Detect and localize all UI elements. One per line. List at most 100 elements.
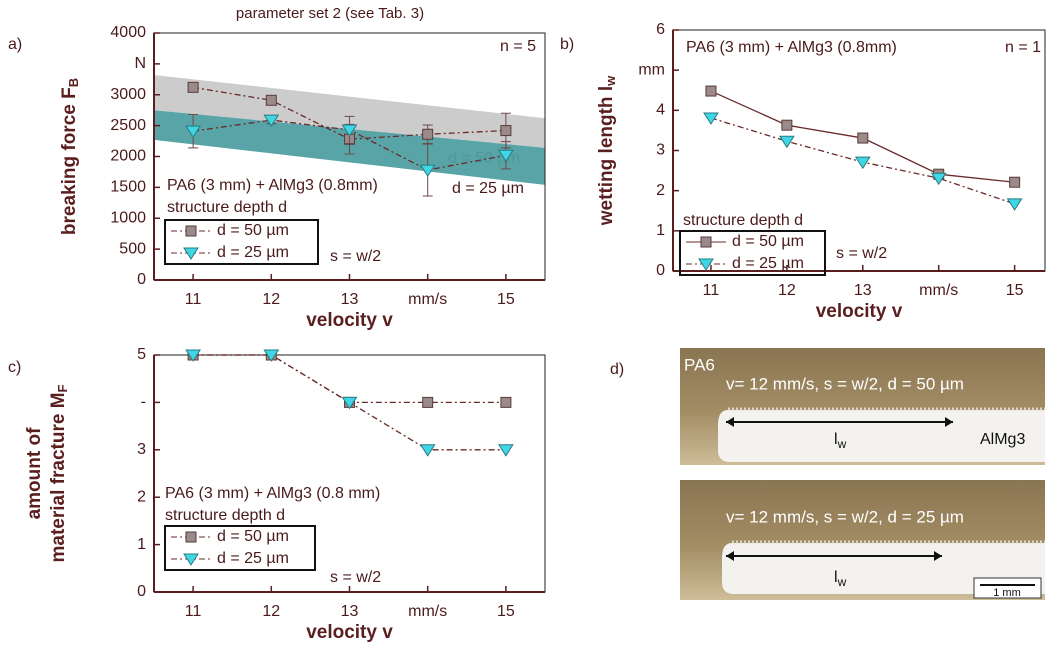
annotation: s = w/2 — [330, 248, 381, 265]
length-label: lw — [834, 569, 847, 589]
y-axis-label-sub: B — [66, 78, 81, 87]
marker — [187, 81, 199, 93]
y-axis-label: breaking force FB — [59, 78, 81, 235]
marker — [263, 349, 280, 362]
y-tick-label: 1 — [656, 222, 665, 239]
y-axis-label-sub: w — [603, 75, 618, 87]
x-tick-label: 13 — [341, 603, 359, 620]
x-tick-label: 15 — [497, 603, 515, 620]
x-tick-label: 15 — [1006, 282, 1024, 299]
legend-label: d = 25 µm — [217, 244, 289, 261]
annotation: structure depth d — [165, 507, 285, 524]
x-axis-label: velocity v — [306, 310, 393, 331]
annotation: n = 1 — [1005, 39, 1041, 56]
legend-label: d = 50 µm — [732, 233, 804, 250]
marker — [265, 94, 277, 106]
marker — [263, 114, 280, 127]
metal-label: AlMg3 — [980, 431, 1025, 448]
y-tick-label: 4 — [656, 102, 665, 119]
x-tick-label: mm/s — [408, 603, 447, 620]
y-axis-label: wetting length lw — [596, 75, 618, 226]
y-tick-label: 5 — [137, 346, 146, 363]
marker — [422, 396, 434, 408]
scale-label: 1 mm — [993, 587, 1021, 599]
marker — [341, 396, 358, 410]
marker — [185, 349, 202, 362]
caption: v= 12 mm/s, s = w/2, d = 50 µm — [726, 374, 964, 393]
legend-label: d = 25 µm — [217, 550, 289, 567]
y-tick-label: 2500 — [110, 117, 146, 134]
series-line — [193, 354, 506, 404]
y-tick-label: N — [134, 55, 146, 72]
x-tick-label: 12 — [262, 603, 280, 620]
x-tick-label: 12 — [778, 282, 796, 299]
marker — [700, 236, 712, 248]
y-axis-label-sub: F — [55, 384, 70, 392]
micrograph-bottom: v= 12 mm/s, s = w/2, d = 25 µm lw 1 mm — [680, 480, 1045, 600]
y-tick-label: 2000 — [110, 148, 146, 165]
y-tick-label: 4000 — [110, 24, 146, 41]
legend-label: d = 50 µm — [217, 528, 289, 545]
y-tick-label: 0 — [656, 262, 665, 279]
y-tick-label: 3000 — [110, 86, 146, 103]
y-tick-label: 3 — [656, 142, 665, 159]
y-tick-label: 1000 — [110, 209, 146, 226]
marker — [930, 172, 947, 186]
marker — [778, 135, 795, 149]
y-tick-label: 2 — [656, 182, 665, 199]
x-tick-label: 11 — [185, 291, 202, 308]
chart-title: parameter set 2 (see Tab. 3) — [236, 5, 424, 22]
annotation: structure depth d — [167, 199, 287, 216]
marker — [703, 112, 719, 125]
panel-label: b) — [560, 36, 574, 53]
micrograph-top: PA6 v= 12 mm/s, s = w/2, d = 50 µm lw Al… — [680, 348, 1045, 465]
marker — [183, 247, 199, 260]
y-tick-label: mm — [638, 61, 665, 78]
plot-frame — [672, 29, 1046, 272]
y-tick-label: 500 — [119, 240, 146, 257]
marker — [422, 128, 434, 140]
marker — [854, 156, 871, 170]
legend-box — [679, 230, 826, 276]
x-axis-label: velocity v — [816, 301, 903, 322]
annotation: structure depth d — [683, 212, 803, 229]
marker — [698, 258, 714, 271]
annotation: s = w/2 — [330, 569, 381, 586]
y-tick-label: 6 — [656, 21, 665, 38]
panel-label: a) — [8, 36, 22, 53]
legend-box — [164, 219, 319, 265]
marker — [419, 164, 436, 178]
y-axis-label-text: breaking force F — [59, 87, 80, 235]
x-tick-label: 15 — [497, 291, 515, 308]
marker — [1006, 198, 1023, 211]
y-axis-label-text: wetting length l — [596, 86, 617, 226]
marker — [419, 444, 436, 457]
x-tick-label: 11 — [703, 282, 720, 299]
band — [154, 74, 545, 148]
length-sub: w — [837, 437, 847, 451]
marker — [185, 125, 202, 139]
y-axis-label: material fracture MF — [48, 384, 70, 562]
x-tick-label: 13 — [854, 282, 872, 299]
x-axis-label: velocity v — [306, 622, 393, 643]
x-tick-label: mm/s — [919, 282, 958, 299]
length: l — [834, 431, 838, 448]
length: l — [834, 569, 838, 586]
marker — [781, 119, 793, 131]
marker — [497, 149, 514, 163]
y-tick-label: - — [141, 394, 146, 411]
marker — [185, 531, 197, 543]
legend-label: d = 25 µm — [732, 255, 804, 272]
y-tick-label: 0 — [137, 583, 146, 600]
length-sub: w — [837, 575, 847, 589]
x-tick-label: 12 — [262, 291, 280, 308]
marker — [857, 132, 869, 144]
panel-label: c) — [8, 359, 21, 376]
y-axis-label-text: material fracture M — [48, 392, 69, 562]
y-axis-label: amount of — [24, 427, 45, 519]
y-tick-label: 1500 — [110, 179, 146, 196]
series-line — [192, 86, 506, 140]
x-tick-label: 11 — [185, 603, 202, 620]
legend-box — [164, 525, 316, 571]
